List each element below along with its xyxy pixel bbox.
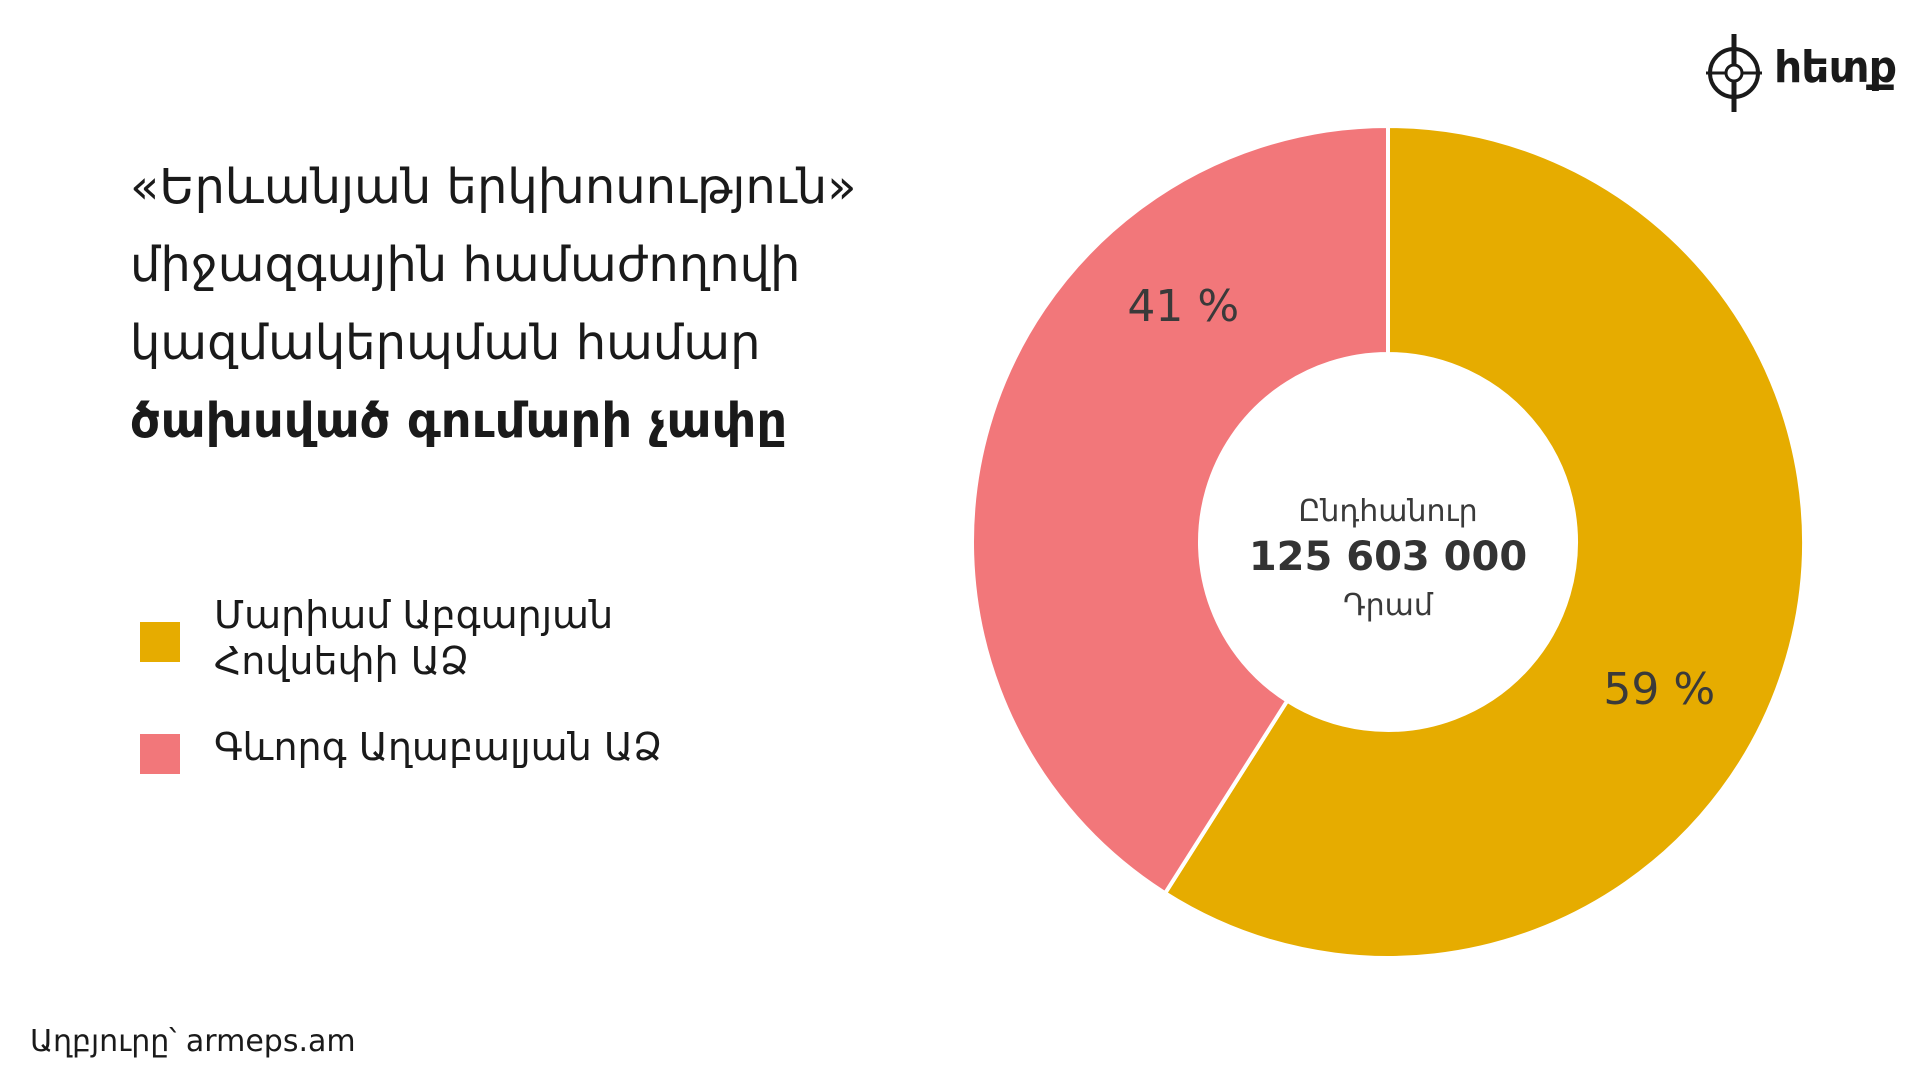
legend-label-1-line-2: Հովսեփի ԱՁ bbox=[214, 639, 469, 683]
donut-data-labels: 59 % 41 % bbox=[1127, 281, 1715, 715]
center-label-unit: Դրամ bbox=[1343, 588, 1433, 623]
donut-slice-1 bbox=[1162, 123, 1806, 960]
legend-item-2: Գևորգ Աղաբալյան ԱՁ bbox=[140, 724, 840, 774]
legend-item-1: Մարիամ Աբգարյան Հովսեփի ԱՁ bbox=[140, 592, 840, 684]
source-note: Աղբյուրը՝ armeps.am bbox=[30, 1024, 356, 1059]
legend: Մարիամ Աբգարյան Հովսեփի ԱՁ Գևորգ Աղաբալյ… bbox=[140, 592, 840, 814]
center-label-total-title: Ընդհանուր bbox=[1298, 494, 1478, 529]
title-line-bold: ծախսված գումարի չափը bbox=[130, 393, 788, 449]
legend-label-2: Գևորգ Աղաբալյան ԱՁ bbox=[214, 724, 662, 770]
donut-data-label-2: 41 % bbox=[1127, 281, 1239, 332]
chart-title: «Երևանյան երկխոսություն» միջազգային համա… bbox=[130, 148, 950, 460]
donut-slice-2 bbox=[970, 123, 1390, 897]
center-label-total-value: 125 603 000 bbox=[1248, 534, 1528, 580]
donut-data-label-1: 59 % bbox=[1603, 664, 1715, 715]
hetq-logo: հետք bbox=[1700, 28, 1900, 118]
legend-swatch-1 bbox=[140, 622, 180, 662]
title-line-3: կազմակերպման համար bbox=[130, 315, 761, 371]
title-line-1: «Երևանյան երկխոսություն» bbox=[130, 159, 857, 215]
donut-slices bbox=[970, 123, 1806, 960]
title-line-2: միջազգային համաժողովի bbox=[130, 237, 801, 293]
legend-label-2-line-1: Գևորգ Աղաբալյան ԱՁ bbox=[214, 725, 663, 769]
hetq-logo-wordmark: հետք bbox=[1774, 42, 1897, 93]
legend-label-1: Մարիամ Աբգարյան Հովսեփի ԱՁ bbox=[214, 592, 613, 684]
hetq-logo-icon bbox=[1706, 34, 1762, 112]
legend-label-1-line-1: Մարիամ Աբգարյան bbox=[214, 593, 614, 637]
legend-swatch-2 bbox=[140, 734, 180, 774]
